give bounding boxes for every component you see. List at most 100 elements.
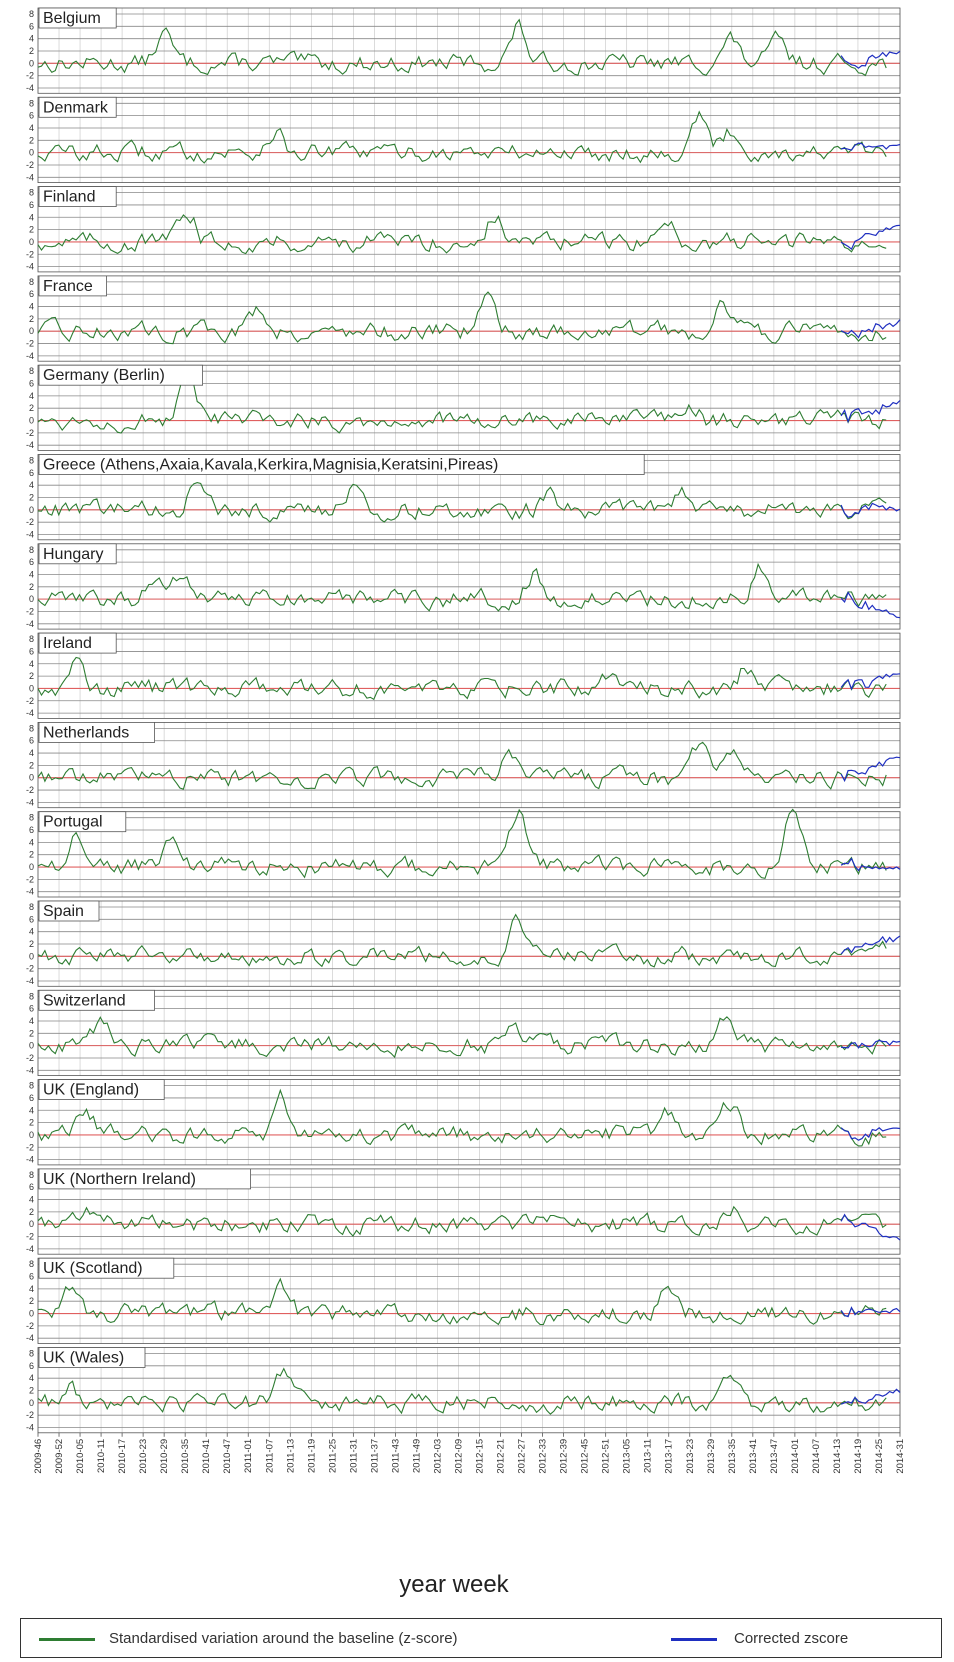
series-corrected-line bbox=[840, 50, 901, 69]
panel-title-box bbox=[38, 811, 127, 833]
x-tick-label: 2012-21 bbox=[496, 1439, 507, 1474]
panel-title-box bbox=[38, 722, 155, 743]
y-tick-label: 6 bbox=[29, 825, 34, 835]
y-tick-label: 0 bbox=[29, 1309, 34, 1319]
series-zscore-line bbox=[37, 482, 887, 523]
panel-title-box bbox=[38, 543, 117, 565]
legend-swatch-corrected bbox=[671, 1638, 717, 1641]
panel-title: Netherlands bbox=[43, 724, 129, 741]
x-tick-label: 2013-41 bbox=[748, 1439, 759, 1474]
y-tick-label: 0 bbox=[29, 773, 34, 783]
legend-swatch-zscore bbox=[39, 1638, 95, 1641]
panel-frame bbox=[37, 632, 901, 719]
x-tick-label: 2014-13 bbox=[832, 1439, 843, 1474]
panel-frame bbox=[37, 186, 901, 273]
panel-uk-scotland: 8 6 4 2 0 -2 -4 UK (Scotland) bbox=[26, 1257, 901, 1344]
panel-frame bbox=[37, 1347, 901, 1434]
panel-spain: 8 6 4 2 0 -2 -4 Spain bbox=[26, 900, 901, 987]
series-corrected-line bbox=[841, 1039, 901, 1049]
x-tick-label: 2011-01 bbox=[243, 1439, 254, 1473]
y-tick-label: 0 bbox=[29, 1219, 34, 1229]
y-tick-label: 6 bbox=[29, 1182, 34, 1192]
panel-title: Denmark bbox=[43, 99, 109, 116]
y-tick-label: 6 bbox=[29, 379, 34, 389]
panel-uk-england: 8 6 4 2 0 -2 -4 UK (England) bbox=[26, 1079, 901, 1166]
y-tick-label: 8 bbox=[29, 277, 34, 287]
x-tick-label: 2010-05 bbox=[75, 1439, 86, 1474]
panel-uk-wales: 8 6 4 2 0 -2 -4 UK (Wales) bbox=[26, 1347, 901, 1434]
x-tick-label: 2014-31 bbox=[895, 1439, 906, 1474]
y-tick-label: 4 bbox=[29, 1373, 34, 1383]
y-tick-label: -4 bbox=[26, 887, 34, 897]
x-tick-label: 2011-07 bbox=[264, 1439, 275, 1473]
x-tick-label: 2014-25 bbox=[874, 1439, 885, 1474]
x-tick-label: 2012-03 bbox=[432, 1439, 443, 1474]
x-tick-label: 2014-07 bbox=[811, 1439, 822, 1474]
x-tick-label: 2014-19 bbox=[853, 1439, 864, 1474]
y-tick-label: -2 bbox=[26, 1053, 34, 1063]
y-tick-label: 6 bbox=[29, 111, 34, 121]
y-tick-label: -2 bbox=[26, 1142, 34, 1152]
y-tick-label: -2 bbox=[26, 71, 34, 81]
y-tick-label: -2 bbox=[26, 696, 34, 706]
series-corrected-line bbox=[840, 400, 901, 424]
x-axis: 2009-46 2009-52 2010-05 2010-11 2010-17 2010-… bbox=[33, 1432, 906, 1474]
y-tick-label: 8 bbox=[29, 813, 34, 823]
y-tick-label: 4 bbox=[29, 837, 34, 847]
panel-title: Ireland bbox=[43, 635, 92, 652]
y-tick-label: 8 bbox=[29, 1349, 34, 1359]
y-tick-label: 6 bbox=[29, 914, 34, 924]
x-tick-label: 2013-17 bbox=[664, 1439, 675, 1474]
y-tick-label: 0 bbox=[29, 862, 34, 872]
panel-title-box bbox=[38, 900, 100, 922]
series-corrected-line bbox=[840, 224, 901, 251]
panel-title: UK (Northern Ireland) bbox=[43, 1171, 196, 1188]
panel-title: France bbox=[43, 278, 93, 295]
panel-greece-athens-axaia-kavala-kerkira-magnisia-keratsini-pireas: 8 6 4 2 0 -2 -4 Greece (Athens,Axaia,Kavala,Ker… bbox=[26, 454, 901, 541]
x-tick-label: 2010-41 bbox=[201, 1439, 212, 1474]
y-tick-label: -4 bbox=[26, 351, 34, 361]
y-tick-label: -2 bbox=[26, 1232, 34, 1242]
series-zscore-line bbox=[37, 1277, 887, 1326]
x-axis-label: year week bbox=[399, 1571, 509, 1598]
series-corrected-line bbox=[840, 857, 901, 872]
y-tick-label: 0 bbox=[29, 505, 34, 515]
y-tick-label: 4 bbox=[29, 1195, 34, 1205]
x-tick-label: 2013-11 bbox=[643, 1439, 654, 1473]
y-tick-label: -2 bbox=[26, 785, 34, 795]
x-tick-label: 2012-27 bbox=[517, 1439, 528, 1474]
panel-title-box bbox=[38, 275, 107, 297]
panel-title-box bbox=[38, 1168, 252, 1190]
y-tick-label: 4 bbox=[29, 34, 34, 44]
panel-netherlands: 8 6 4 2 0 -2 -4 Netherlands bbox=[26, 722, 901, 809]
panel-frame bbox=[37, 543, 901, 630]
y-tick-label: 0 bbox=[29, 326, 34, 336]
y-tick-label: 2 bbox=[29, 1296, 34, 1306]
y-tick-label: 8 bbox=[29, 634, 34, 644]
series-corrected-line bbox=[840, 502, 901, 518]
panel-frame bbox=[37, 96, 901, 184]
x-tick-label: 2010-29 bbox=[159, 1439, 170, 1474]
x-tick-label: 2013-47 bbox=[769, 1439, 780, 1474]
y-tick-label: -4 bbox=[26, 1065, 34, 1075]
panels-group: 8 6 4 2 0 -2 -4 Belgium 8 6 4 2 0 -2 -4 Denmark 8 6 4 2 0 -2 -… bbox=[26, 7, 901, 1434]
panel-title-box bbox=[38, 1347, 146, 1368]
y-tick-label: -4 bbox=[26, 440, 34, 450]
panel-title: Spain bbox=[43, 903, 84, 920]
panel-title: UK (Scotland) bbox=[43, 1260, 143, 1277]
y-tick-label: 2 bbox=[29, 850, 34, 860]
legend-label-zscore: Standardised variation around the baseli… bbox=[109, 1630, 458, 1647]
x-tick-label: 2012-39 bbox=[559, 1439, 570, 1474]
y-tick-label: 0 bbox=[29, 1398, 34, 1408]
y-tick-label: 2 bbox=[29, 1386, 34, 1396]
y-tick-label: -2 bbox=[26, 339, 34, 349]
series-zscore-line bbox=[37, 291, 887, 345]
legend-label-corrected: Corrected zscore bbox=[734, 1630, 849, 1647]
y-tick-label: 2 bbox=[29, 314, 34, 324]
y-tick-label: 6 bbox=[29, 21, 34, 31]
y-tick-label: 6 bbox=[29, 1004, 34, 1014]
y-tick-label: 8 bbox=[29, 723, 34, 733]
series-corrected-line bbox=[840, 1306, 901, 1318]
y-tick-label: 8 bbox=[29, 366, 34, 376]
